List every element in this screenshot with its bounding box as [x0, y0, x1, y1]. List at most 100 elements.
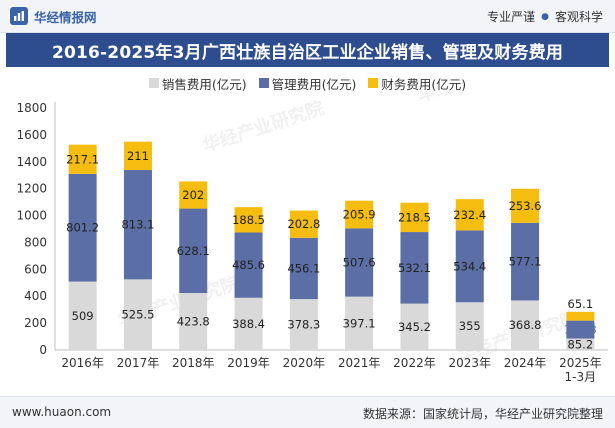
bar-segment-2	[179, 181, 208, 209]
bar-segment-1	[234, 232, 263, 298]
bar-segment-1	[511, 222, 540, 301]
data-label: 397.1	[343, 316, 376, 330]
bar-segment-1	[455, 230, 484, 303]
y-tick-label: 0	[39, 343, 47, 357]
y-tick-label: 1000	[16, 209, 47, 223]
data-label: 378.3	[287, 318, 320, 332]
bar-segment-0	[511, 300, 540, 350]
data-label: 368.8	[509, 318, 542, 332]
y-tick-label: 1600	[16, 128, 47, 142]
footer-website[interactable]: www.huaon.com	[12, 405, 112, 419]
data-label: 525.5	[121, 308, 154, 322]
brand-name: 华经情报网	[34, 9, 97, 25]
bar-segment-2	[123, 141, 152, 171]
bar-segment-1	[179, 208, 208, 294]
bar-segment-2	[566, 311, 595, 321]
bar-segment-1	[345, 228, 374, 297]
bar-segment-0	[289, 299, 318, 350]
data-label: 355	[459, 319, 481, 333]
data-label: 532.1	[398, 261, 431, 275]
tagline-left: 专业严谨	[487, 10, 536, 24]
data-label: 65.1	[568, 297, 594, 311]
bar-segment-1	[289, 237, 318, 300]
x-tick-label: 2024年	[504, 356, 547, 370]
data-label: 205.9	[343, 208, 376, 222]
x-tick-label: 2025年	[559, 356, 602, 370]
bar-segment-2	[345, 200, 374, 229]
data-label: 133.3	[564, 323, 597, 337]
legend-item-sales: 销售费用(亿元)	[148, 74, 247, 92]
bar-segment-2	[400, 202, 429, 233]
data-label: 218.5	[398, 210, 431, 224]
data-label: 188.5	[232, 213, 265, 227]
watermark-1: 华经产业研究院	[415, 92, 542, 107]
y-tick-label: 200	[24, 316, 47, 330]
bar-segment-0	[566, 338, 595, 350]
data-label: 202	[182, 188, 204, 202]
bar-segment-1	[68, 173, 97, 282]
data-label: 801.2	[66, 221, 99, 235]
data-label: 507.6	[343, 255, 376, 269]
bar-segment-1	[566, 320, 595, 339]
bar-segment-2	[234, 207, 263, 233]
data-label: 388.4	[232, 317, 265, 331]
top-bar: 华经情报网 专业严谨 ● 客观科学	[0, 0, 615, 33]
data-label: 577.1	[509, 255, 542, 269]
footer-source: 数据来源：国家统计局，华经产业研究院整理	[362, 407, 603, 421]
bar-segment-0	[400, 303, 429, 350]
bar-segment-2	[289, 210, 318, 238]
tagline: 专业严谨 ● 客观科学	[487, 8, 603, 25]
data-label: 509	[72, 309, 94, 323]
x-tick-label: 2021年	[338, 356, 381, 370]
legend-label-sales: 销售费用(亿元)	[161, 76, 247, 92]
bar-segment-0	[345, 296, 374, 350]
chart-legend: 销售费用(亿元) 管理费用(亿元) 财务费用(亿元)	[0, 74, 615, 92]
data-label: 628.1	[177, 244, 210, 258]
x-tick-label: 2019年	[227, 356, 270, 370]
brand-logo-icon	[10, 7, 28, 25]
legend-swatch-sales	[148, 78, 159, 88]
tagline-right: 客观科学	[554, 10, 603, 24]
y-tick-label: 1200	[16, 182, 47, 196]
x-tick-label: 2018年	[172, 356, 215, 370]
bar-segment-2	[68, 144, 97, 174]
data-label: 85.2	[568, 337, 594, 351]
x-tick-label: 2020年	[283, 356, 326, 370]
x-tick-label: 2023年	[448, 356, 491, 370]
data-label: 253.6	[509, 199, 542, 213]
y-tick-label: 400	[24, 289, 47, 303]
bar-segment-2	[511, 188, 540, 223]
x-tick-label: 2017年	[117, 356, 160, 370]
data-label: 813.1	[121, 218, 154, 232]
data-label: 345.2	[398, 320, 431, 334]
legend-label-admin: 管理费用(亿元)	[271, 76, 357, 92]
watermark-0: 华经产业研究院	[200, 97, 327, 157]
y-tick-label: 1400	[16, 155, 47, 169]
bar-segment-0	[123, 279, 152, 350]
brand[interactable]: 华经情报网	[10, 6, 97, 26]
legend-swatch-finance	[368, 78, 379, 88]
stacked-bar-chart: 华经产业研究院华经产业研究院华经产业研究院华经产业研究院020040060080…	[16, 92, 608, 384]
data-label: 232.4	[453, 208, 486, 222]
data-label: 423.8	[177, 315, 210, 329]
dot-separator-icon: ●	[541, 11, 549, 22]
data-label: 202.8	[287, 217, 320, 231]
footer: www.huaon.com 数据来源：国家统计局，华经产业研究院整理	[0, 396, 615, 428]
legend-item-admin: 管理费用(亿元)	[258, 74, 357, 92]
data-label: 217.1	[66, 152, 99, 166]
x-tick-label: 2016年	[61, 356, 104, 370]
bar-segment-1	[123, 170, 152, 280]
bar-segment-0	[68, 281, 97, 350]
data-label: 534.4	[453, 259, 486, 273]
legend-item-finance: 财务费用(亿元)	[368, 74, 466, 92]
data-label: 456.1	[287, 261, 320, 275]
bar-segment-0	[179, 293, 208, 350]
x-tick-label: 1-3月	[565, 370, 597, 384]
y-tick-label: 800	[24, 235, 47, 249]
bar-segment-0	[455, 302, 484, 350]
data-label: 211	[127, 149, 149, 163]
x-tick-label: 2022年	[393, 356, 436, 370]
bar-segment-2	[455, 199, 484, 231]
data-label: 485.6	[232, 258, 265, 272]
y-tick-label: 600	[24, 262, 47, 276]
